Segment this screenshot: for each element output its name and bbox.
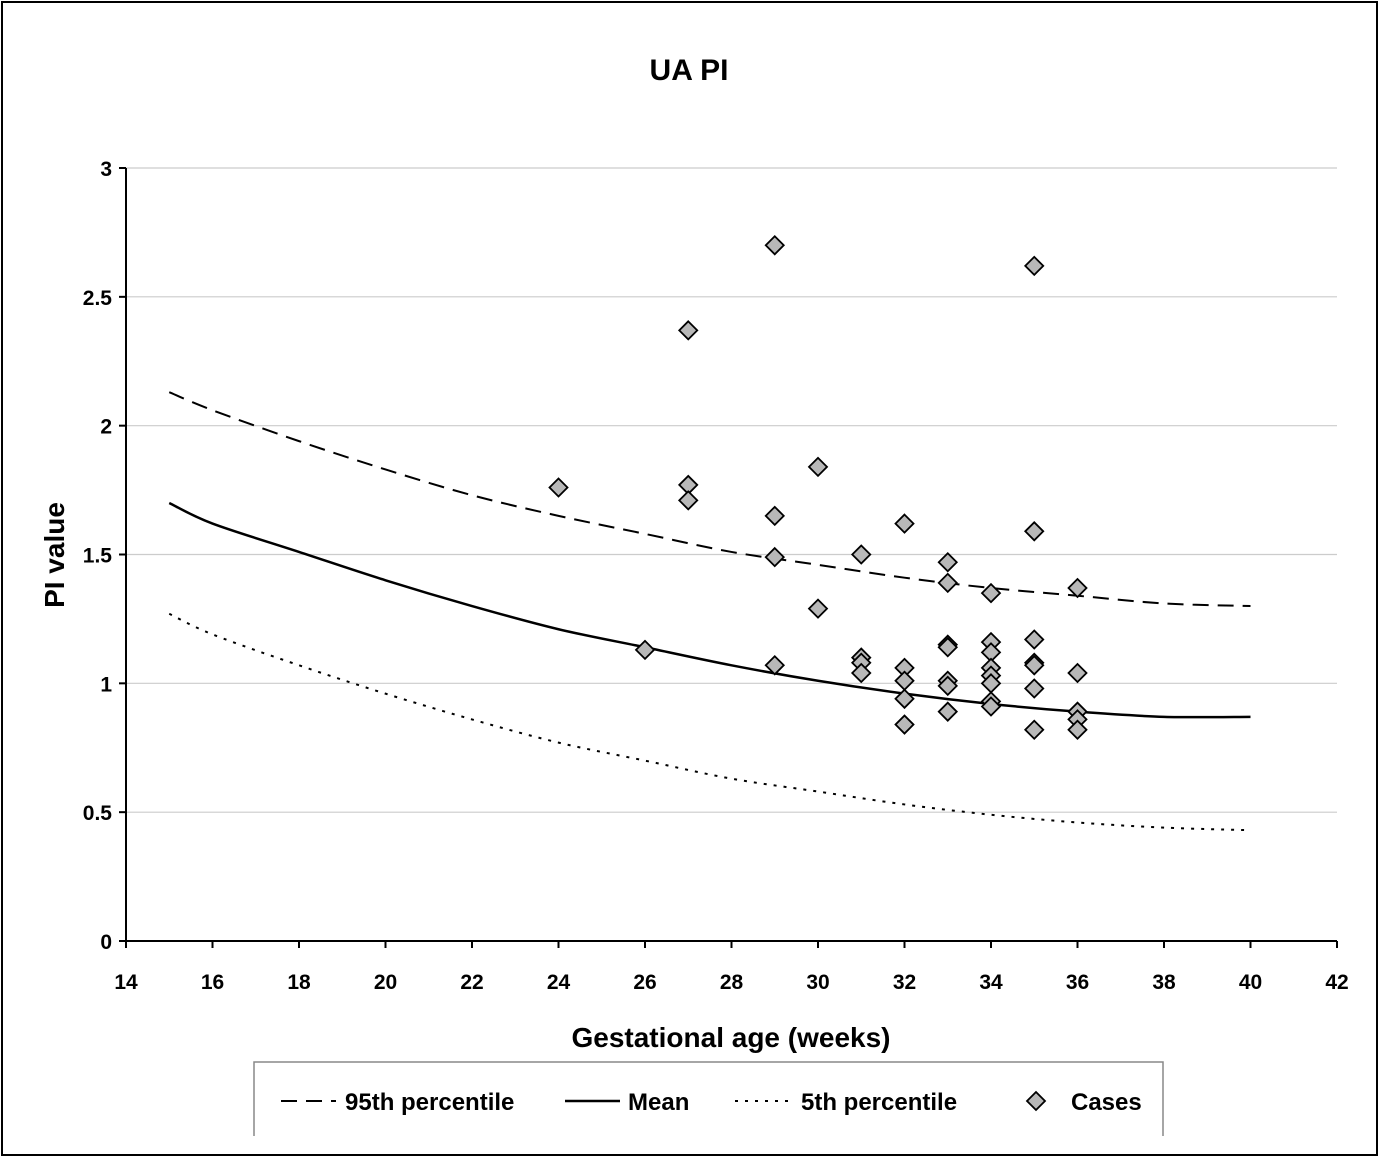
case-point xyxy=(1023,678,1045,699)
case-point xyxy=(764,546,786,568)
x-tick-label: 34 xyxy=(979,971,1003,994)
x-tick-label: 40 xyxy=(1239,971,1262,994)
x-tick-label: 16 xyxy=(201,971,224,994)
case-point xyxy=(1023,655,1045,676)
series-line-solid xyxy=(168,501,1251,719)
y-tick-label: 0 xyxy=(100,931,112,954)
case-point xyxy=(634,639,656,661)
x-axis-label: Gestational age (weeks) xyxy=(571,1022,890,1053)
legend-box xyxy=(253,1061,1164,1136)
x-tick-label: 18 xyxy=(287,971,311,994)
case-point xyxy=(937,636,959,658)
x-tick-label: 32 xyxy=(893,971,916,994)
case-point xyxy=(764,235,786,256)
y-tick-label: 1 xyxy=(100,673,112,696)
legend-symbol xyxy=(1025,1090,1047,1112)
case-point xyxy=(677,320,699,341)
series-line-dotted xyxy=(168,612,1251,832)
case-point xyxy=(894,513,915,534)
case-point xyxy=(980,582,1002,604)
legend-label: 95th percentile xyxy=(345,1089,514,1116)
case-point xyxy=(937,551,959,573)
grid xyxy=(126,167,1337,813)
case-point xyxy=(894,688,915,710)
y-tick-label: 1.5 xyxy=(83,545,113,568)
case-point xyxy=(937,572,959,594)
y-axis-label: PI value xyxy=(39,502,70,608)
case-point xyxy=(1023,629,1045,650)
case-point xyxy=(677,490,699,511)
case-point xyxy=(1023,719,1045,740)
case-point xyxy=(807,598,829,619)
case-point xyxy=(1067,662,1088,684)
x-tick-label: 22 xyxy=(460,971,483,994)
x-tick-label: 36 xyxy=(1066,971,1089,994)
legend-label: Mean xyxy=(628,1089,689,1116)
x-tick-label: 26 xyxy=(633,971,656,994)
case-point xyxy=(850,544,872,565)
case-point xyxy=(894,714,915,735)
legend-label: 5th percentile xyxy=(801,1089,957,1116)
y-tick-label: 3 xyxy=(100,158,112,181)
x-tick-label: 42 xyxy=(1325,971,1348,994)
legend: 95th percentile Mean 5th percentile Cases xyxy=(253,1061,1164,1136)
y-tick-label: 2 xyxy=(100,416,112,439)
case-point xyxy=(548,477,569,498)
case-point xyxy=(764,505,786,527)
y-tick-label: 0.5 xyxy=(83,802,113,825)
x-tick-label: 20 xyxy=(374,971,397,994)
axes: 0 0.5 1 1.5 2 2.5 3 14 16 18 20 22 24 26 28 30 32 34 36 38 4… xyxy=(83,158,1349,994)
series-line-dashed xyxy=(168,391,1251,608)
series-lines xyxy=(168,391,1251,832)
case-point xyxy=(764,655,786,676)
case-point xyxy=(937,675,959,697)
x-tick-label: 38 xyxy=(1152,971,1176,994)
case-point xyxy=(850,662,872,684)
x-tick-label: 24 xyxy=(547,971,571,994)
x-tick-label: 14 xyxy=(114,971,138,994)
x-tick-label: 30 xyxy=(806,971,829,994)
case-point xyxy=(980,696,1002,717)
case-point xyxy=(894,670,915,692)
case-points xyxy=(548,235,1088,740)
x-tick-label: 28 xyxy=(720,971,744,994)
case-point xyxy=(807,456,829,478)
chart-title: UA PI xyxy=(650,54,729,87)
y-tick-label: 2.5 xyxy=(83,287,113,310)
case-point xyxy=(1023,521,1045,542)
case-point xyxy=(1067,577,1088,599)
case-point xyxy=(1023,255,1045,277)
legend-label: Cases xyxy=(1071,1089,1142,1116)
case-point xyxy=(1067,719,1088,740)
case-point xyxy=(937,701,959,722)
